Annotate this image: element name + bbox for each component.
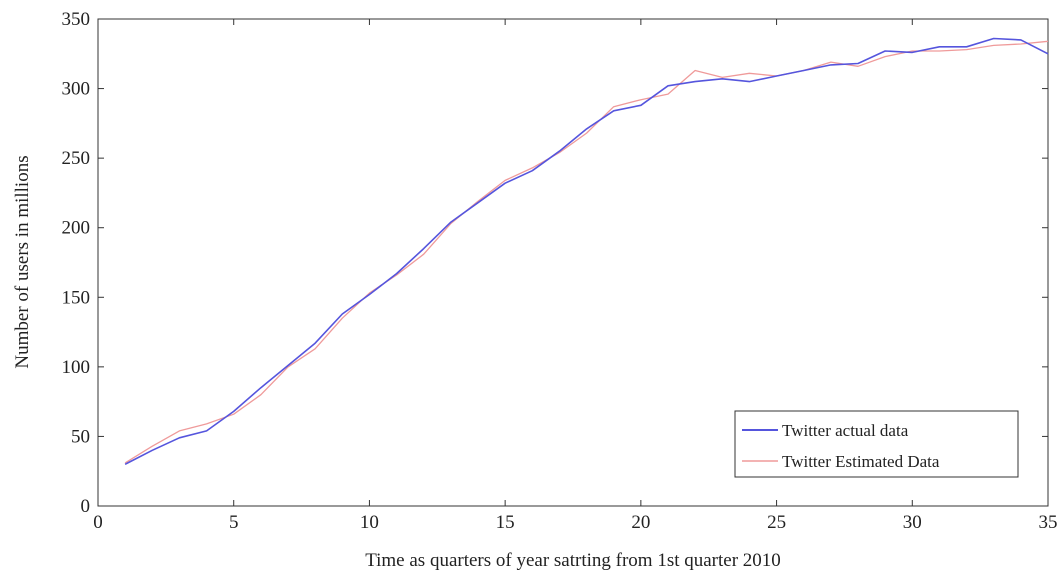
x-tick-label: 30	[903, 512, 922, 533]
series-lines	[124, 37, 1049, 466]
y-tick-label: 150	[62, 287, 91, 308]
legend-box	[734, 410, 1019, 478]
x-tick-label: 35	[1039, 512, 1058, 533]
x-axis-label: Time as quarters of year satrting from 1…	[365, 550, 781, 571]
legend-label-estimated: Twitter Estimated Data	[782, 452, 940, 471]
y-tick-label: 300	[62, 79, 91, 100]
axis-ticks	[97, 18, 1049, 507]
x-tick-label: 0	[93, 512, 103, 533]
y-tick-label: 100	[62, 357, 91, 378]
legend: Twitter actual data Twitter Estimated Da…	[734, 410, 1019, 478]
series-line-estimated	[124, 40, 1049, 464]
legend-label-actual: Twitter actual data	[782, 421, 909, 440]
x-tick-label: 5	[229, 512, 239, 533]
y-tick-label: 350	[62, 9, 91, 30]
series-line-actual	[124, 37, 1049, 466]
y-tick-label: 250	[62, 148, 91, 169]
x-tick-label: 15	[496, 512, 515, 533]
x-tick-label: 10	[360, 512, 379, 533]
y-tick-label: 200	[62, 218, 91, 239]
y-tick-label: 0	[81, 496, 91, 517]
y-axis-label: Number of users in millions	[12, 155, 33, 368]
x-tick-label: 20	[631, 512, 650, 533]
y-tick-label: 50	[71, 426, 90, 447]
x-tick-label: 25	[767, 512, 786, 533]
